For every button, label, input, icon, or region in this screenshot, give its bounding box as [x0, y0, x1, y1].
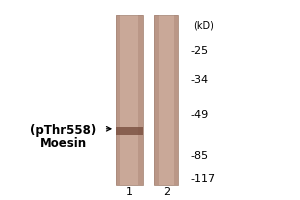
Bar [138, 15, 142, 185]
Text: (pThr558): (pThr558) [30, 124, 97, 137]
Bar [154, 15, 159, 185]
Text: -25: -25 [190, 46, 208, 56]
Text: 2: 2 [163, 187, 170, 197]
Bar [154, 15, 178, 185]
Text: (kD): (kD) [193, 21, 214, 31]
Bar [116, 15, 121, 185]
Text: -34: -34 [190, 75, 208, 85]
Text: 1: 1 [126, 187, 133, 197]
Bar [116, 15, 142, 185]
Bar [116, 127, 142, 135]
Text: Moesin: Moesin [40, 137, 87, 150]
Text: -117: -117 [190, 174, 215, 184]
Text: -49: -49 [190, 110, 208, 120]
Bar [174, 15, 178, 185]
Text: -85: -85 [190, 151, 208, 161]
